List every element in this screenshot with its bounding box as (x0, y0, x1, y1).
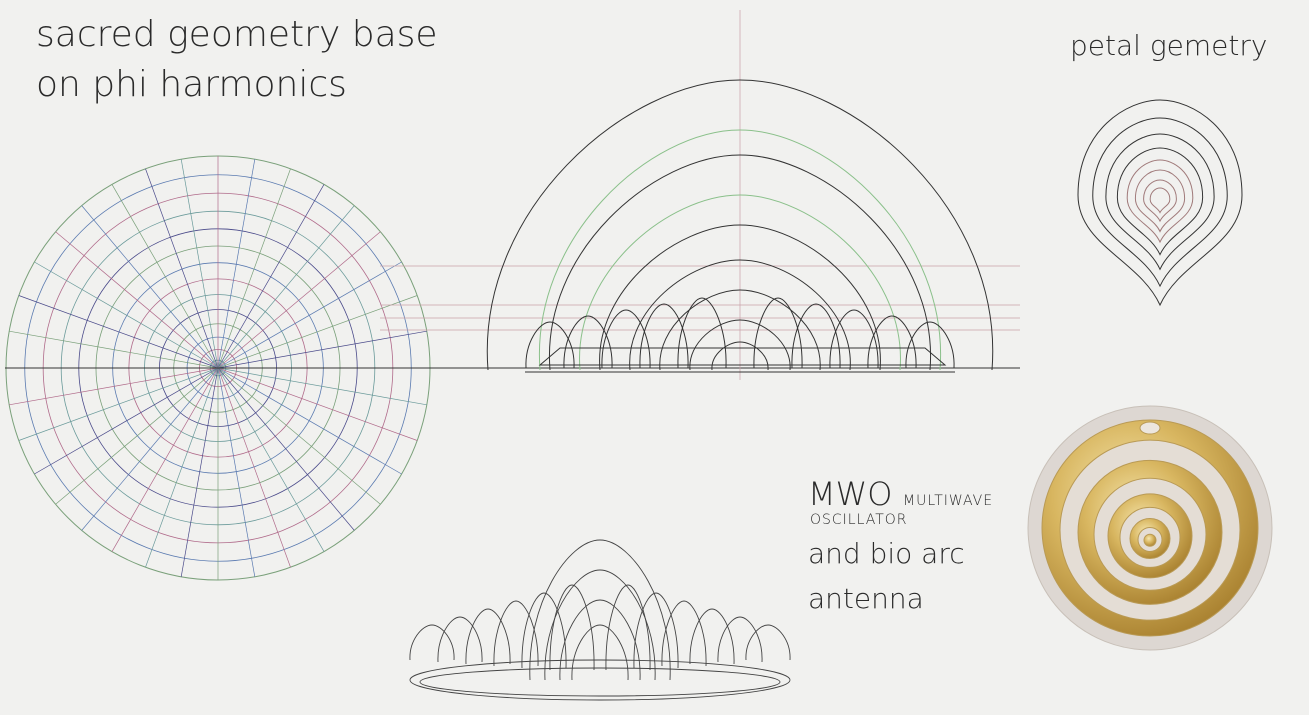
multiwave-label: MULTIWAVE (903, 493, 993, 509)
disc-hole (1140, 422, 1160, 434)
bio-arc-label: and bio arc (808, 537, 965, 570)
title-line: on phi harmonics (36, 64, 347, 105)
artwork: sacred geometry base on phi harmonics pe… (0, 0, 1309, 715)
gold-disc (1028, 406, 1272, 650)
mwo-label: MWO (808, 475, 892, 513)
gold-ring (1144, 534, 1156, 546)
antenna-label: antenna (808, 582, 924, 615)
petal-title: petal gemetry (1070, 29, 1267, 62)
oscillator-label: OSCILLATOR (810, 512, 908, 528)
title-line: sacred geometry base (36, 14, 438, 55)
